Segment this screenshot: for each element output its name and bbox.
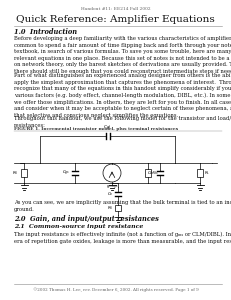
Bar: [21, 169, 27, 177]
Text: 1.0  Introduction: 1.0 Introduction: [14, 28, 77, 36]
Bar: [145, 169, 151, 177]
Text: $C_{gd}$: $C_{gd}$: [103, 123, 112, 131]
Text: Before developing a deep familiarity with the various characteristics of amplifi: Before developing a deep familiarity wit…: [14, 36, 231, 74]
Text: $C_{gs}$: $C_{gs}$: [62, 169, 70, 177]
Text: $g_m v_{gs}$: $g_m v_{gs}$: [106, 184, 118, 191]
Text: 2.1  Common-source input resistance: 2.1 Common-source input resistance: [14, 224, 143, 229]
Bar: [197, 169, 203, 177]
Text: Quick Reference: Amplifier Equations: Quick Reference: Amplifier Equations: [16, 15, 215, 24]
Text: Throughout this handout, we use the following model for the transistor and load/: Throughout this handout, we use the foll…: [14, 116, 231, 128]
Text: $r_{ds}$: $r_{ds}$: [152, 169, 159, 177]
Text: ©2002 Thomas H. Lee, rev. December 6, 2002. All rights reserved. Page 1 of 9: ©2002 Thomas H. Lee, rev. December 6, 20…: [33, 287, 198, 292]
Text: Handout #11: EE214 Fall 2002: Handout #11: EE214 Fall 2002: [81, 7, 150, 11]
Text: 2.0  Gain, and input/output resistances: 2.0 Gain, and input/output resistances: [14, 215, 159, 223]
Text: FIGURE 1. Incremental transistor model, plus terminal resistances: FIGURE 1. Incremental transistor model, …: [14, 127, 178, 131]
Text: $C_b$: $C_b$: [107, 190, 113, 198]
Text: As you can see, we are implicitly assuming that the bulk terminal is tied to an : As you can see, we are implicitly assumi…: [14, 200, 231, 212]
Text: $R_L$: $R_L$: [204, 169, 211, 177]
Text: $R_S$: $R_S$: [107, 204, 113, 212]
Text: $C_{ds}$: $C_{ds}$: [147, 169, 155, 177]
Text: Part of what distinguishes an experienced analog designer from others is the abi: Part of what distinguishes an experience…: [14, 73, 231, 118]
Bar: [115, 205, 121, 211]
Text: The input resistance is effectively infinite (not a function of gₘₛ or CLM/DIBL): The input resistance is effectively infi…: [14, 232, 231, 244]
Text: $R_S$: $R_S$: [12, 169, 19, 177]
